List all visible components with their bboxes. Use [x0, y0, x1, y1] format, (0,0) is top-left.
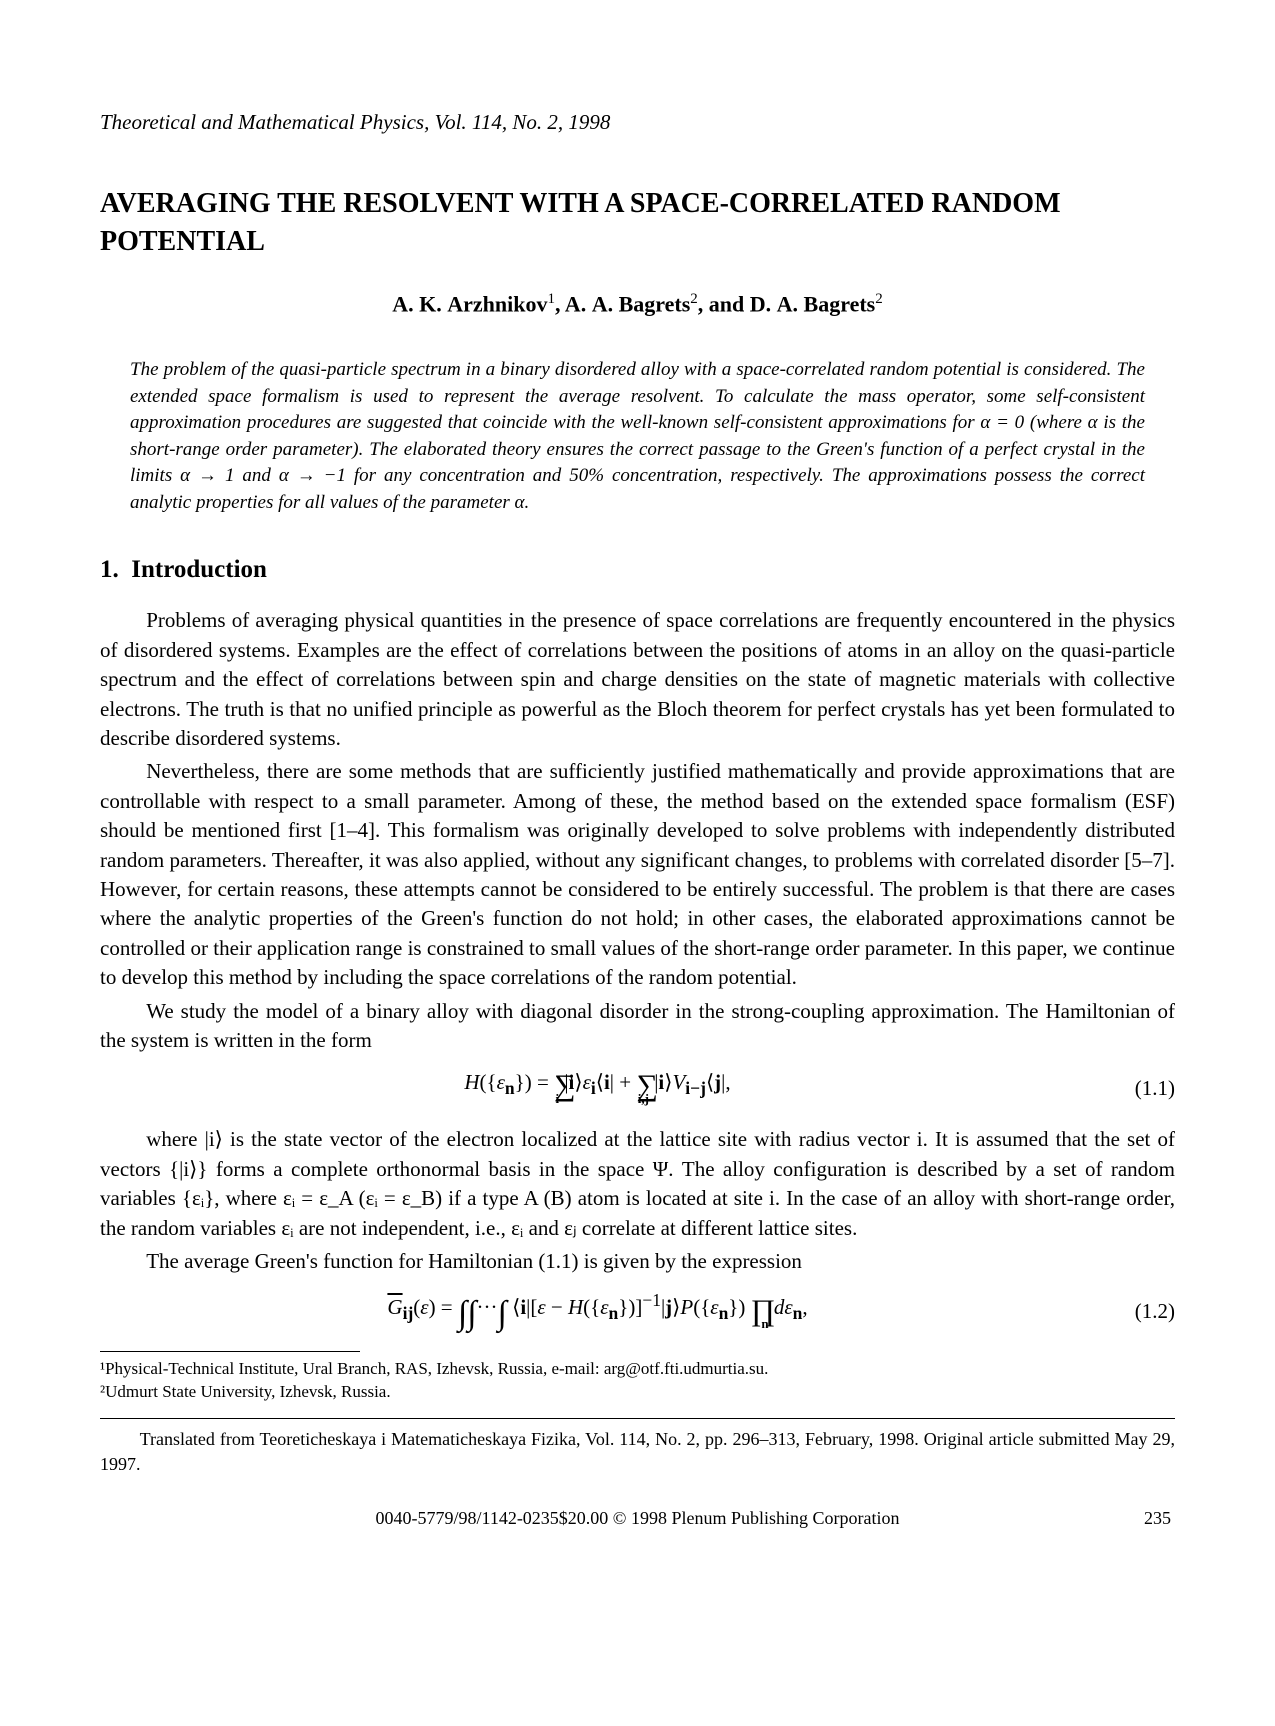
equation-1-1: H({εn}) = ∑i |i⟩εi⟨i| + ∑i,j |i⟩Vi−j⟨j|,… — [100, 1069, 1175, 1107]
abstract: The problem of the quasi-particle spectr… — [130, 357, 1145, 517]
section-heading-1: 1. Introduction — [100, 556, 1175, 584]
paragraph-3: We study the model of a binary alloy wit… — [100, 997, 1175, 1056]
translation-rule — [100, 1418, 1175, 1419]
equation-1-2: Gij(ε) = ∫∫···∫ ⟨i|[ε − H({εn})]−1|j⟩P({… — [100, 1290, 1175, 1333]
body-text: Problems of averaging physical quantitie… — [100, 606, 1175, 1055]
paragraph-5: The average Green's function for Hamilto… — [100, 1247, 1175, 1276]
page: Theoretical and Mathematical Physics, Vo… — [0, 0, 1275, 1726]
footnote-2: ²Udmurt State University, Izhevsk, Russi… — [100, 1381, 1175, 1404]
footer: 0040-5779/98/1142-0235$20.00 © 1998 Plen… — [100, 1508, 1175, 1529]
equation-1-1-number: (1.1) — [1095, 1076, 1175, 1101]
equation-1-1-content: H({εn}) = ∑i |i⟩εi⟨i| + ∑i,j |i⟩Vi−j⟨j|, — [100, 1069, 1095, 1107]
body-text-2: where |i⟩ is the state vector of the ele… — [100, 1125, 1175, 1276]
section-title: Introduction — [131, 556, 267, 583]
equation-1-2-number: (1.2) — [1095, 1299, 1175, 1324]
footnote-1: ¹Physical-Technical Institute, Ural Bran… — [100, 1358, 1175, 1381]
section-number: 1. — [100, 556, 119, 583]
authors: A. K. Arzhnikov1, A. A. Bagrets2, and D.… — [100, 291, 1175, 317]
footnote-rule — [100, 1351, 360, 1352]
paragraph-4: where |i⟩ is the state vector of the ele… — [100, 1125, 1175, 1243]
paragraph-2: Nevertheless, there are some methods tha… — [100, 757, 1175, 992]
translation-note: Translated from Teoreticheskaya i Matema… — [100, 1427, 1175, 1477]
page-number: 235 — [1111, 1508, 1171, 1529]
journal-header: Theoretical and Mathematical Physics, Vo… — [100, 110, 1175, 135]
footer-spacer — [104, 1508, 164, 1529]
article-title: AVERAGING THE RESOLVENT WITH A SPACE-COR… — [100, 185, 1175, 261]
footnotes: ¹Physical-Technical Institute, Ural Bran… — [100, 1358, 1175, 1404]
equation-1-2-content: Gij(ε) = ∫∫···∫ ⟨i|[ε − H({εn})]−1|j⟩P({… — [100, 1290, 1095, 1333]
footer-copyright: 0040-5779/98/1142-0235$20.00 © 1998 Plen… — [164, 1508, 1111, 1529]
paragraph-1: Problems of averaging physical quantitie… — [100, 606, 1175, 753]
